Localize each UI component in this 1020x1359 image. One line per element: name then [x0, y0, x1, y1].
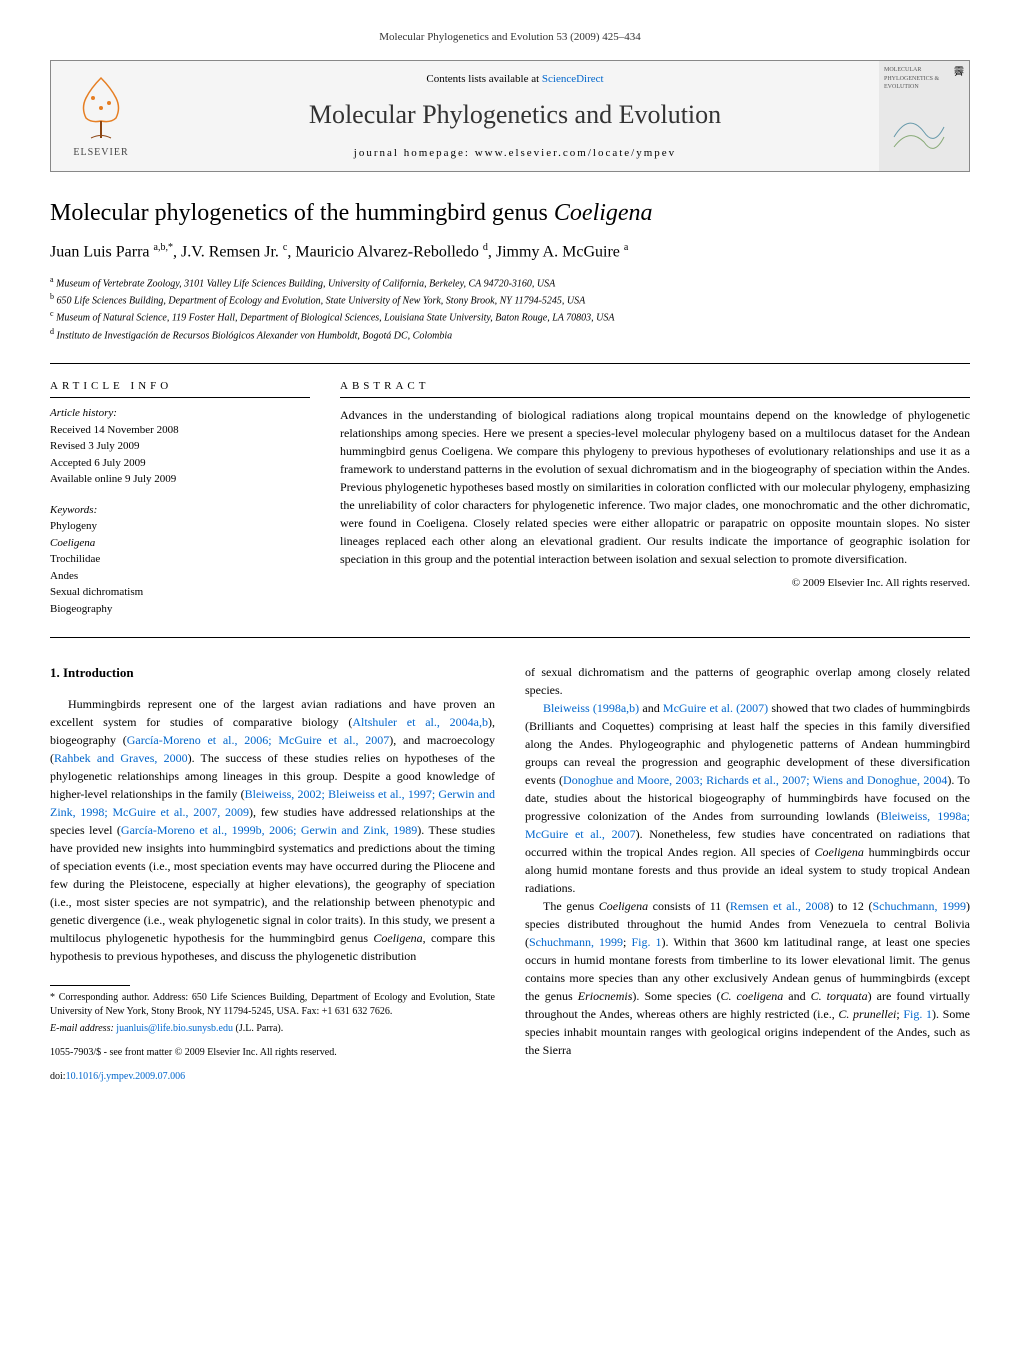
- elsevier-logo: ELSEVIER: [51, 61, 151, 171]
- affiliation-c: c Museum of Natural Science, 119 Foster …: [50, 308, 970, 325]
- history-received: Received 14 November 2008: [50, 422, 310, 439]
- journal-center: Contents lists available at ScienceDirec…: [151, 62, 879, 171]
- ref-link[interactable]: Bleiweiss, 2002; Bleiweiss et al., 1997;…: [50, 787, 495, 819]
- ref-link[interactable]: García-Moreno et al., 1999b, 2006; Gerwi…: [121, 823, 417, 837]
- history-accepted: Accepted 6 July 2009: [50, 455, 310, 472]
- affiliations-block: a Museum of Vertebrate Zoology, 3101 Val…: [50, 274, 970, 343]
- email-label: E-mail address:: [50, 1023, 114, 1034]
- ref-link[interactable]: Altshuler et al., 2004a,b: [352, 715, 488, 729]
- introduction-heading: 1. Introduction: [50, 663, 495, 683]
- main-content: 1. Introduction Hummingbirds represent o…: [50, 663, 970, 1084]
- affiliation-a: a Museum of Vertebrate Zoology, 3101 Val…: [50, 274, 970, 291]
- elsevier-label: ELSEVIER: [73, 146, 128, 160]
- ref-link[interactable]: Donoghue and Moore, 2003; Richards et al…: [563, 773, 947, 787]
- keyword-item: Biogeography: [50, 601, 310, 618]
- title-prefix: Molecular phylogenetics of the hummingbi…: [50, 200, 554, 226]
- history-revised: Revised 3 July 2009: [50, 438, 310, 455]
- contents-prefix: Contents lists available at: [426, 73, 541, 85]
- doi-line: doi:10.1016/j.ympev.2009.07.006: [50, 1070, 495, 1084]
- footer-separator: [50, 985, 130, 986]
- running-head: Molecular Phylogenetics and Evolution 53…: [50, 30, 970, 45]
- issn-line: 1055-7903/$ - see front matter © 2009 El…: [50, 1046, 495, 1060]
- authors-line: Juan Luis Parra a,b,*, J.V. Remsen Jr. c…: [50, 241, 970, 264]
- ref-link[interactable]: Bleiweiss (1998a,b): [543, 701, 639, 715]
- abstract-heading: ABSTRACT: [340, 379, 970, 398]
- body-paragraph: Bleiweiss (1998a,b) and McGuire et al. (…: [525, 699, 970, 897]
- divider-bottom: [50, 637, 970, 638]
- keyword-item: Trochilidae: [50, 551, 310, 568]
- ref-link[interactable]: Schuchmann, 1999: [529, 935, 623, 949]
- doi-label: doi:: [50, 1071, 66, 1082]
- info-abstract-row: ARTICLE INFO Article history: Received 1…: [50, 379, 970, 617]
- journal-cover-thumbnail: 霽 MOLECULAR PHYLOGENETICS & EVOLUTION: [879, 61, 969, 171]
- history-label: Article history:: [50, 406, 310, 421]
- ref-link[interactable]: Remsen et al., 2008: [730, 899, 830, 913]
- article-info-heading: ARTICLE INFO: [50, 379, 310, 398]
- keyword-item: Phylogeny: [50, 518, 310, 535]
- contents-line: Contents lists available at ScienceDirec…: [161, 72, 869, 87]
- email-link[interactable]: juanluis@life.bio.sunysb.edu: [116, 1023, 233, 1034]
- sciencedirect-link[interactable]: ScienceDirect: [542, 73, 604, 85]
- body-paragraph: The genus Coeligena consists of 11 (Rems…: [525, 897, 970, 1059]
- article-title: Molecular phylogenetics of the hummingbi…: [50, 197, 970, 231]
- right-column: of sexual dichromatism and the patterns …: [525, 663, 970, 1084]
- journal-header-box: ELSEVIER Contents lists available at Sci…: [50, 60, 970, 172]
- keywords-list: Phylogeny Coeligena Trochilidae Andes Se…: [50, 518, 310, 617]
- ref-link[interactable]: Bleiweiss, 1998a; McGuire et al., 2007: [525, 809, 970, 841]
- email-suffix: (J.L. Parra).: [236, 1023, 284, 1034]
- cover-corner-glyph: 霽: [954, 66, 964, 80]
- ref-link[interactable]: Fig. 1: [903, 1007, 932, 1021]
- cover-graphic-icon: [884, 102, 954, 172]
- divider-top: [50, 363, 970, 364]
- keyword-item: Coeligena: [50, 535, 310, 552]
- journal-homepage: journal homepage: www.elsevier.com/locat…: [161, 146, 869, 161]
- left-column: 1. Introduction Hummingbirds represent o…: [50, 663, 495, 1084]
- history-items: Received 14 November 2008 Revised 3 July…: [50, 422, 310, 488]
- elsevier-tree-icon: [71, 73, 131, 143]
- ref-link[interactable]: García-Moreno et al., 2006; McGuire et a…: [127, 733, 389, 747]
- history-online: Available online 9 July 2009: [50, 471, 310, 488]
- abstract-copyright: © 2009 Elsevier Inc. All rights reserved…: [340, 576, 970, 591]
- body-paragraph: Hummingbirds represent one of the larges…: [50, 695, 495, 965]
- corresponding-author-note: * Corresponding author. Address: 650 Lif…: [50, 991, 495, 1019]
- ref-link[interactable]: Schuchmann, 1999: [872, 899, 966, 913]
- keyword-item: Andes: [50, 568, 310, 585]
- title-genus: Coeligena: [554, 200, 653, 226]
- email-line: E-mail address: juanluis@life.bio.sunysb…: [50, 1022, 495, 1036]
- keyword-item: Sexual dichromatism: [50, 584, 310, 601]
- cover-text: MOLECULAR PHYLOGENETICS & EVOLUTION: [884, 66, 964, 91]
- ref-link[interactable]: Rahbek and Graves, 2000: [54, 751, 188, 765]
- ref-link[interactable]: Fig. 1: [631, 935, 661, 949]
- keywords-label: Keywords:: [50, 503, 310, 518]
- abstract-text: Advances in the understanding of biologi…: [340, 406, 970, 568]
- affiliation-b: b 650 Life Sciences Building, Department…: [50, 291, 970, 308]
- abstract-column: ABSTRACT Advances in the understanding o…: [340, 379, 970, 617]
- article-info-column: ARTICLE INFO Article history: Received 1…: [50, 379, 310, 617]
- affiliation-d: d Instituto de Investigación de Recursos…: [50, 326, 970, 343]
- ref-link[interactable]: McGuire et al. (2007): [663, 701, 768, 715]
- doi-link[interactable]: 10.1016/j.ympev.2009.07.006: [66, 1071, 186, 1082]
- body-paragraph: of sexual dichromatism and the patterns …: [525, 663, 970, 699]
- footer-area: * Corresponding author. Address: 650 Lif…: [50, 985, 495, 1084]
- journal-title: Molecular Phylogenetics and Evolution: [161, 97, 869, 133]
